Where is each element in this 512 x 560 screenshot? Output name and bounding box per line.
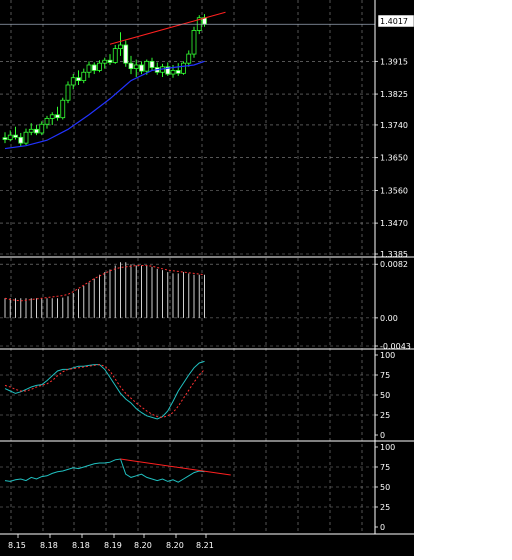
candle-body <box>107 59 113 63</box>
price-tick-label: 1.3560 <box>380 186 408 195</box>
candle-body <box>81 71 87 82</box>
candle-body <box>191 30 197 55</box>
macd-signal-line <box>4 265 205 302</box>
time-tick-label: 8.15 <box>8 541 26 550</box>
stochastic-tick-label: 0 <box>380 431 385 440</box>
candle-body <box>44 118 50 125</box>
candle-body <box>86 64 92 73</box>
candle-body <box>181 62 186 74</box>
candle-body <box>149 60 155 68</box>
candle-body <box>70 77 76 86</box>
rsi-tick-label: 25 <box>380 503 390 512</box>
time-tick-label: 8.18 <box>40 541 58 550</box>
candle-body <box>97 62 102 71</box>
price-tick-label: 1.3740 <box>380 121 408 130</box>
candle-body <box>23 131 29 144</box>
candle-body <box>2 137 8 140</box>
stochastic-main-line <box>4 360 205 420</box>
candle-body <box>39 123 45 134</box>
rsi-tick-label: 0 <box>380 523 385 532</box>
rsi-tick-label: 50 <box>380 483 390 492</box>
candle-body <box>7 134 13 140</box>
price-tick-label: 1.3385 <box>380 250 408 259</box>
stochastic-tick-label: 50 <box>380 391 390 400</box>
candle-body <box>128 62 134 70</box>
resistance-trendline <box>109 11 226 45</box>
candle-body <box>170 70 176 75</box>
candle-body <box>49 114 55 119</box>
candle-body <box>76 77 81 82</box>
candle-body <box>13 134 18 138</box>
time-tick-label: 8.18 <box>72 541 90 550</box>
candle-body <box>112 48 118 63</box>
price-tick-label: 1.3470 <box>380 219 408 228</box>
current-price-tag: 1.4017 <box>380 17 408 26</box>
macd-panel: 0.0082 0.00 -0.0043 <box>4 260 411 351</box>
macd-tick-label: -0.0043 <box>380 342 411 351</box>
moving-average-line <box>4 60 205 150</box>
macd-tick-label: 0.00 <box>380 314 398 323</box>
candle-body <box>102 59 108 64</box>
candle-body <box>18 136 24 144</box>
candle-body <box>186 53 192 64</box>
stochastic-tick-label: 100 <box>380 351 395 360</box>
macd-histogram <box>4 262 205 318</box>
panel-separators <box>0 0 415 556</box>
candle-body <box>123 44 129 64</box>
candle-body <box>139 64 144 72</box>
candle-body <box>65 84 71 101</box>
stochastic-tick-label: 25 <box>380 411 390 420</box>
rsi-tick-label: 100 <box>380 443 395 452</box>
candle-body <box>133 64 139 70</box>
candle-body <box>55 114 60 119</box>
stochastic-panel: 100 75 50 25 0 <box>4 351 395 440</box>
time-tick-label: 8.20 <box>166 541 184 550</box>
stochastic-tick-label: 75 <box>380 371 390 380</box>
candle-body <box>91 64 97 71</box>
candle-body <box>60 99 66 119</box>
rsi-panel: 100 75 50 25 0 8.15 8.18 8.18 8.19 8.20 8.20 8.21 <box>4 443 395 550</box>
candle-body <box>175 70 181 74</box>
price-tick-label: 1.3650 <box>380 154 408 163</box>
rsi-line <box>4 458 205 483</box>
macd-tick-label: 0.0082 <box>380 260 408 269</box>
candle-body <box>34 128 39 134</box>
time-tick-label: 8.19 <box>104 541 122 550</box>
candle-body <box>144 60 150 72</box>
time-axis-ticks: 8.15 8.18 8.18 8.19 8.20 8.20 8.21 <box>8 534 214 550</box>
grid-lines <box>0 0 375 534</box>
candle-body <box>118 44 123 50</box>
rsi-tick-label: 75 <box>380 463 390 472</box>
time-tick-label: 8.21 <box>196 541 214 550</box>
price-tick-label: 1.3915 <box>380 57 408 66</box>
candle-body <box>28 128 34 133</box>
price-tick-label: 1.3825 <box>380 90 408 99</box>
time-tick-label: 8.20 <box>134 541 152 550</box>
candle-body <box>165 66 171 75</box>
rsi-divergence-line <box>120 458 231 476</box>
chart-background <box>0 0 415 556</box>
